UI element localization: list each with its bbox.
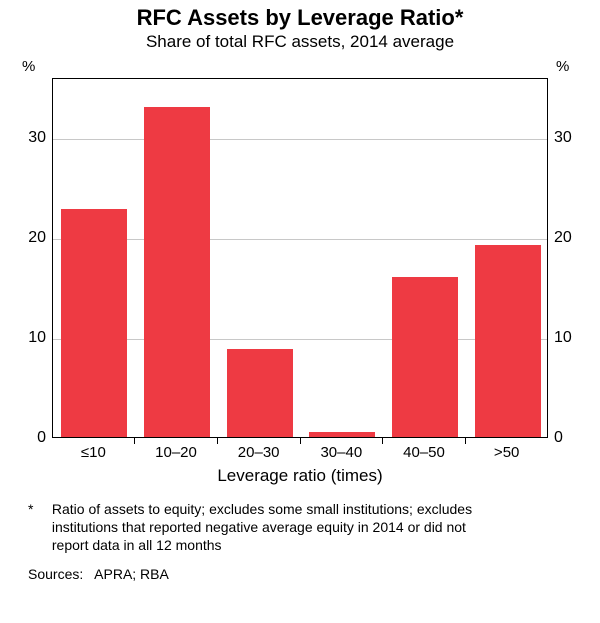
sources-text: APRA; RBA bbox=[94, 566, 169, 582]
footnote-line: report data in all 12 months bbox=[52, 537, 222, 553]
bar bbox=[392, 277, 458, 437]
y-tick-left: 30 bbox=[6, 129, 46, 147]
y-tick-left: 0 bbox=[6, 429, 46, 447]
grid-line bbox=[53, 139, 547, 140]
y-tick-right: 0 bbox=[554, 429, 594, 447]
bar bbox=[227, 349, 293, 437]
y-unit-left: % bbox=[22, 58, 35, 75]
footnote: * Ratio of assets to equity; excludes so… bbox=[28, 500, 572, 555]
bar bbox=[61, 209, 127, 437]
y-tick-right: 10 bbox=[554, 329, 594, 347]
x-tick-label: 20–30 bbox=[238, 444, 280, 461]
footnote-text: Ratio of assets to equity; excludes some… bbox=[52, 500, 572, 555]
chart-container: RFC Assets by Leverage Ratio* Share of t… bbox=[0, 6, 600, 623]
footnote-line: Ratio of assets to equity; excludes some… bbox=[52, 501, 472, 517]
footnote-marker: * bbox=[28, 500, 48, 518]
sources-label: Sources: bbox=[28, 566, 83, 582]
bar bbox=[309, 432, 375, 437]
bar bbox=[144, 107, 210, 437]
bar bbox=[475, 245, 541, 437]
x-tick-label: 10–20 bbox=[155, 444, 197, 461]
x-tick-mark bbox=[217, 438, 218, 444]
x-tick-label: 40–50 bbox=[403, 444, 445, 461]
plot-area bbox=[52, 78, 548, 438]
y-tick-left: 20 bbox=[6, 229, 46, 247]
x-tick-label: 30–40 bbox=[320, 444, 362, 461]
x-tick-label: >50 bbox=[494, 444, 519, 461]
y-tick-right: 30 bbox=[554, 129, 594, 147]
y-tick-left: 10 bbox=[6, 329, 46, 347]
sources: Sources: APRA; RBA bbox=[28, 566, 169, 582]
x-tick-mark bbox=[465, 438, 466, 444]
x-axis-label: Leverage ratio (times) bbox=[0, 466, 600, 486]
x-tick-label: ≤10 bbox=[81, 444, 106, 461]
footnote-line: institutions that reported negative aver… bbox=[52, 519, 466, 535]
x-tick-mark bbox=[134, 438, 135, 444]
x-tick-mark bbox=[300, 438, 301, 444]
y-unit-right: % bbox=[556, 58, 569, 75]
y-tick-right: 20 bbox=[554, 229, 594, 247]
x-tick-mark bbox=[382, 438, 383, 444]
